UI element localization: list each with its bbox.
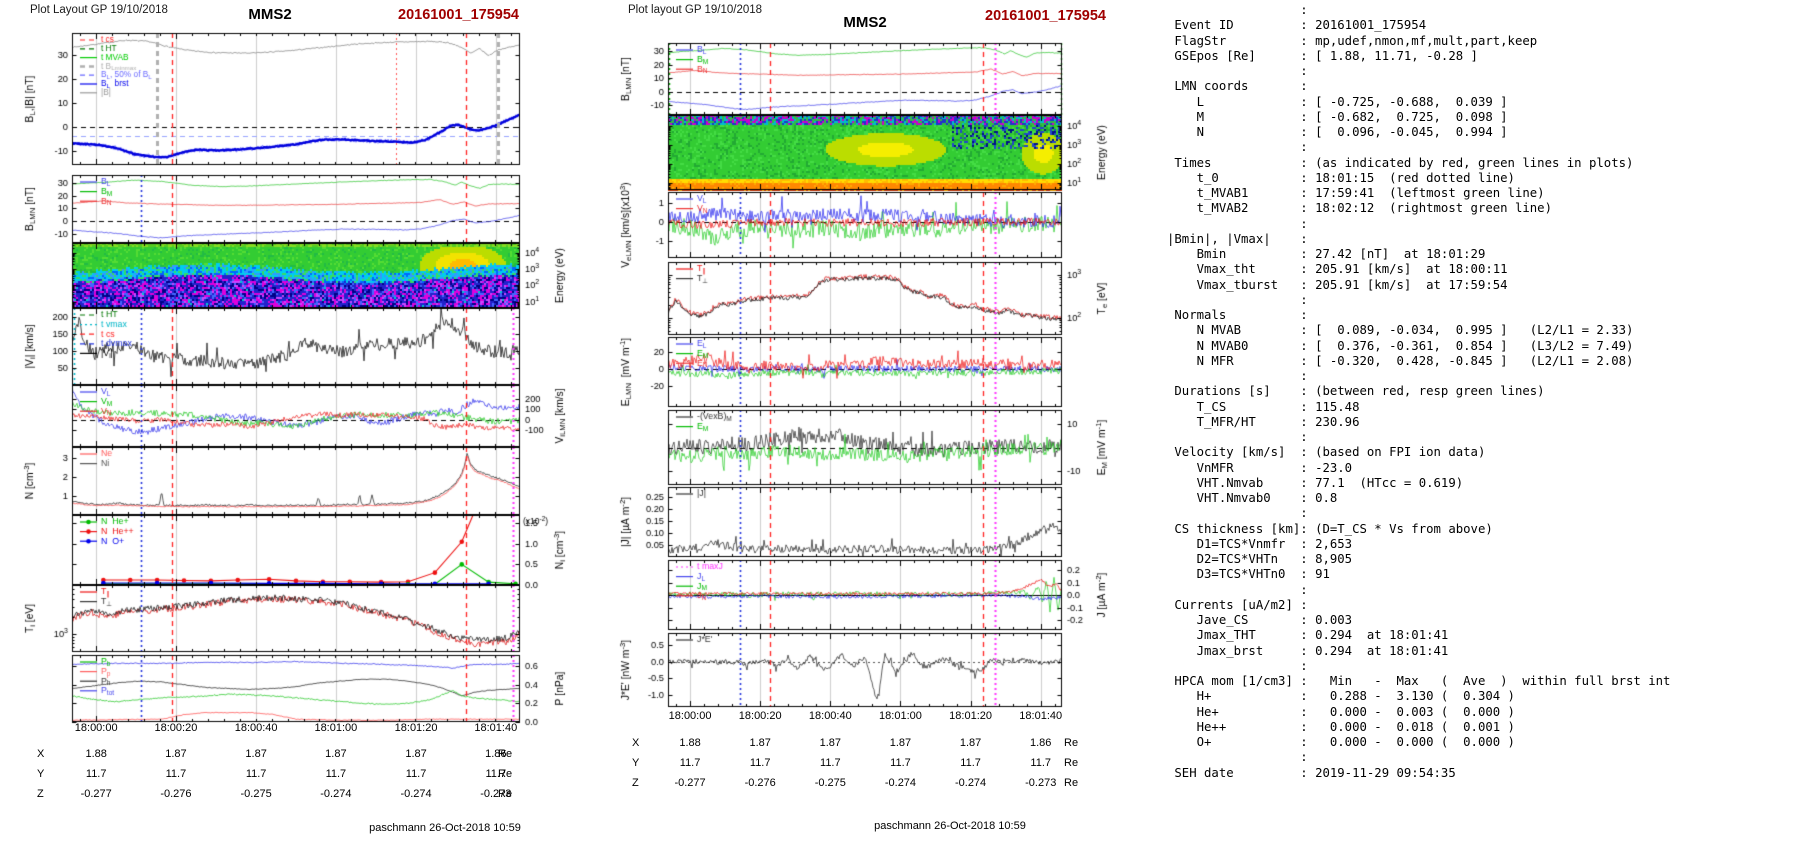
time-tick: 18:00:20 — [738, 710, 782, 722]
time-tick: 18:01:40 — [1019, 710, 1063, 722]
time-tick: 18:00:40 — [808, 710, 852, 722]
time-tick: 18:01:20 — [949, 710, 992, 722]
time-tick: 18:01:20 — [394, 722, 438, 734]
plot-layout-label-middle: Plot layout GP 19/10/2018 — [628, 4, 763, 16]
plot-layout-label-left: Plot Layout GP 19/10/2018 — [30, 4, 168, 16]
time-axis-left: 18:00:00 18:00:20 18:00:40 18:01:00 18:01:20… — [72, 722, 520, 736]
time-tick: 18:00:00 — [74, 722, 118, 734]
figure-title-middle: MMS2 — [843, 14, 887, 31]
figure-title-left: MMS2 — [248, 6, 292, 23]
event-id-left: 20161001_175954 — [398, 7, 519, 23]
time-axis-middle: 18:00:00 18:00:20 18:00:40 18:01:00 18:01:20… — [668, 710, 1062, 724]
event-id-middle: 20161001_175954 — [985, 8, 1106, 24]
time-tick: 18:00:00 — [668, 710, 712, 722]
time-tick: 18:01:40 — [474, 722, 518, 734]
time-tick: 18:01:00 — [879, 710, 922, 722]
figure-footer-left: paschmann 26-Oct-2018 10:59 — [369, 822, 521, 834]
time-tick: 18:00:20 — [154, 722, 198, 734]
time-tick: 18:01:00 — [314, 722, 358, 734]
figure-footer-middle: paschmann 26-Oct-2018 10:59 — [874, 820, 1026, 832]
time-tick: 18:00:40 — [234, 722, 278, 734]
info-panel: : Event ID : 20161001_175954 FlagStr : m… — [1167, 3, 1671, 780]
